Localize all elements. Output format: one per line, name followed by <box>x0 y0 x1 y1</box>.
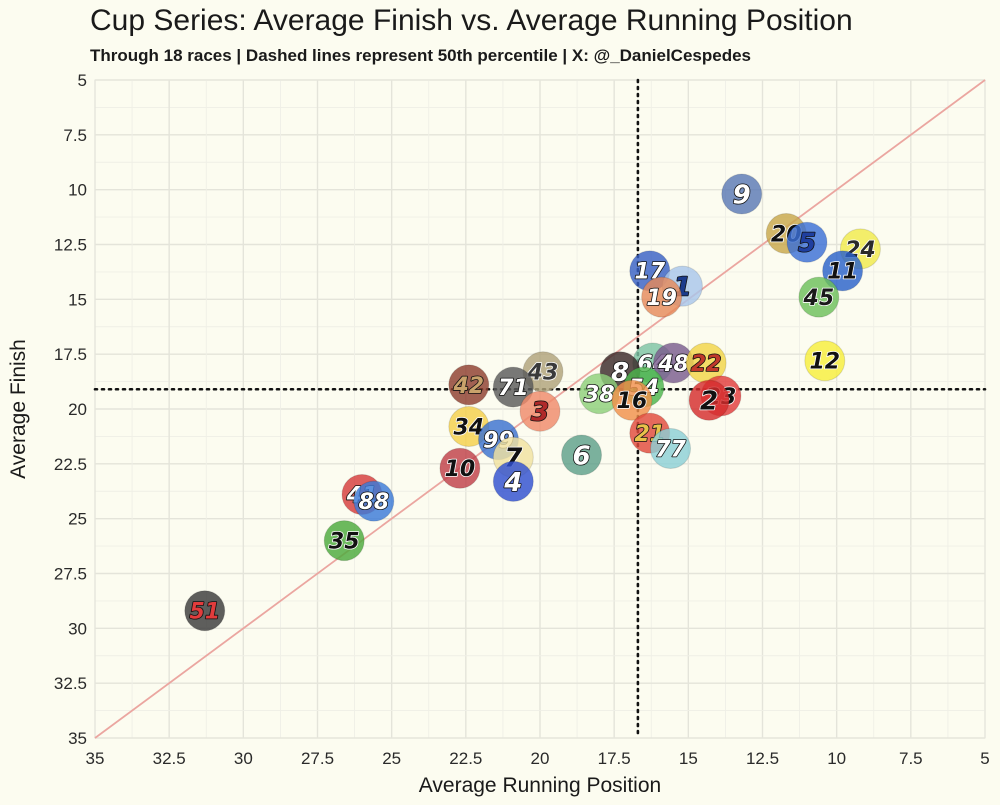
data-point-marker <box>641 276 683 318</box>
y-axis-title: Average Finish <box>7 339 30 479</box>
data-point-car-3: 3 <box>519 390 561 432</box>
data-point-marker <box>519 390 561 432</box>
data-point-label: 9 <box>733 180 751 210</box>
data-point-label: 45 <box>803 286 835 311</box>
x-tick-label: 5 <box>980 749 989 768</box>
data-point-marker <box>323 520 365 562</box>
data-point-marker <box>353 480 395 522</box>
data-point-label: 51 <box>189 600 220 625</box>
data-point-marker <box>561 434 603 476</box>
data-point-car-35: 35 <box>323 520 365 562</box>
chart-subtitle: Through 18 races | Dashed lines represen… <box>90 46 751 65</box>
x-tick-label: 15 <box>679 749 698 768</box>
plot-frame <box>94 79 986 739</box>
data-point-car-5: 5 <box>786 221 828 263</box>
x-axis-title: Average Running Position <box>419 774 661 797</box>
data-point-label: 48 <box>657 352 689 377</box>
y-tick-label: 27.5 <box>54 565 87 584</box>
data-point-car-42: 42 <box>448 364 490 406</box>
x-tick-label: 25 <box>382 749 401 768</box>
x-tick-label: 20 <box>531 749 550 768</box>
y-tick-label: 30 <box>68 619 87 638</box>
x-tick-label: 12.5 <box>746 749 779 768</box>
data-point-label: 3 <box>531 398 549 428</box>
data-point-car-51: 51 <box>184 590 226 632</box>
data-point-marker <box>798 276 840 318</box>
data-point-car-45: 45 <box>798 276 840 318</box>
x-tick-label: 17.5 <box>598 749 631 768</box>
data-point-car-2: 2 <box>688 379 730 421</box>
data-point-label: 6 <box>572 441 590 471</box>
data-point-label: 77 <box>655 437 686 462</box>
data-point-car-71: 71 <box>492 366 534 408</box>
data-point-label: 71 <box>498 376 529 401</box>
data-point-marker <box>611 379 653 421</box>
data-point-marker <box>786 221 828 263</box>
data-point-car-16: 16 <box>611 379 653 421</box>
y-tick-label: 35 <box>68 729 87 748</box>
x-tick-label: 30 <box>234 749 253 768</box>
data-point-car-9: 9 <box>721 173 763 215</box>
data-point-marker <box>688 379 730 421</box>
data-point-car-77: 77 <box>650 427 692 469</box>
data-point-label: 10 <box>445 457 476 482</box>
y-tick-label: 25 <box>68 510 87 529</box>
y-tick-label: 7.5 <box>63 126 87 145</box>
data-point-car-6: 6 <box>561 434 603 476</box>
data-point-marker <box>184 590 226 632</box>
y-tick-label: 12.5 <box>54 236 87 255</box>
data-point-car-48: 48 <box>653 342 694 384</box>
x-axis-ticks: 35 32.5 30 27.5 25 22.5 20 17.5 15 12.5 10 7.5 5 <box>86 749 990 768</box>
data-point-marker <box>492 460 534 502</box>
x-tick-label: 10 <box>827 749 846 768</box>
data-point-car-88: 88 <box>353 480 395 522</box>
data-point-car-19: 19 <box>641 276 683 318</box>
x-tick-label: 27.5 <box>301 749 334 768</box>
data-point-marker <box>439 447 481 489</box>
data-point-label: 2 <box>700 387 718 417</box>
data-point-marker <box>650 427 692 469</box>
data-point-car-12: 12 <box>804 340 846 382</box>
data-point-marker <box>492 366 534 408</box>
x-tick-label: 22.5 <box>449 749 482 768</box>
data-point-label: 5 <box>798 229 816 259</box>
data-point-label: 38 <box>584 383 615 408</box>
data-point-label: 42 <box>452 374 484 399</box>
data-point-car-38: 38 <box>578 373 620 415</box>
data-point-label: 19 <box>646 286 677 311</box>
y-axis-ticks: 5 7.5 10 12.5 15 17.5 20 22.5 25 27.5 30 32.5 35 <box>54 71 87 748</box>
data-point-car-22: 22 <box>685 342 727 384</box>
x-tick-label: 35 <box>86 749 105 768</box>
y-tick-label: 32.5 <box>54 674 87 693</box>
data-point-car-10: 10 <box>439 447 481 489</box>
data-point-label: 12 <box>809 350 840 375</box>
data-point-marker <box>804 340 846 382</box>
y-tick-label: 10 <box>68 181 87 200</box>
data-point-car-4: 4 <box>492 460 534 502</box>
data-points: 9205241117119456448221284342715438163232… <box>184 173 881 632</box>
data-point-label: 22 <box>691 352 722 377</box>
y-tick-label: 15 <box>68 290 87 309</box>
data-point-marker <box>721 173 763 215</box>
y-tick-label: 20 <box>68 400 87 419</box>
y-tick-label: 22.5 <box>54 455 87 474</box>
y-tick-label: 17.5 <box>54 345 87 364</box>
y-tick-label: 5 <box>78 71 87 90</box>
data-point-label: 4 <box>503 468 522 498</box>
data-point-marker <box>448 364 490 406</box>
data-point-label: 16 <box>617 389 648 414</box>
x-tick-label: 32.5 <box>153 749 186 768</box>
data-point-car-11: 11 <box>822 250 864 292</box>
x-tick-label: 7.5 <box>899 749 923 768</box>
data-point-label: 11 <box>827 260 858 285</box>
chart-title: Cup Series: Average Finish vs. Average R… <box>90 4 853 37</box>
data-point-label: 88 <box>359 490 390 515</box>
data-point-marker <box>822 250 864 292</box>
data-point-label: 35 <box>329 530 360 555</box>
